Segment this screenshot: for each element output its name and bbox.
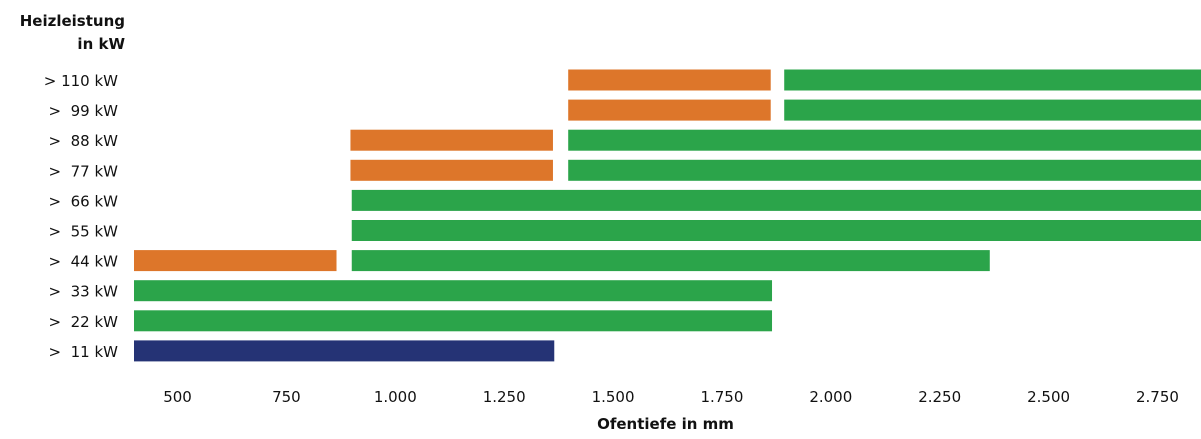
y-axis-title-line2: in kW (77, 35, 125, 53)
bar-orange (568, 99, 771, 121)
y-tick-label: > 44 kW (49, 253, 119, 271)
bar-green (134, 310, 773, 332)
y-tick-label: > 22 kW (49, 313, 119, 331)
x-tick-label: 1.250 (483, 388, 526, 406)
x-tick-label: 2.750 (1136, 388, 1179, 406)
x-tick-label: 1.500 (592, 388, 635, 406)
x-tick-label: 2.000 (809, 388, 852, 406)
bar-orange (350, 159, 553, 181)
bar-orange (350, 129, 553, 151)
bar-green (568, 129, 1201, 151)
y-tick-label: > 11 kW (49, 343, 119, 361)
bar-green (568, 159, 1201, 181)
x-tick-label: 1.750 (700, 388, 743, 406)
x-tick-label: 500 (163, 388, 192, 406)
bar-orange (134, 250, 337, 272)
y-tick-label: > 88 kW (49, 132, 119, 150)
y-tick-label: > 77 kW (49, 162, 119, 180)
bar-orange (568, 69, 771, 91)
y-tick-label: > 55 kW (49, 223, 119, 241)
x-tick-label: 1.000 (374, 388, 417, 406)
y-axis-title-line1: Heizleistung (19, 12, 125, 30)
x-axis-title: Ofentiefe in mm (597, 415, 734, 433)
bars-group (134, 69, 1201, 362)
x-tick-labels: 500 750 1.000 1.250 1.500 1.750 2.000 2.250 2.50… (163, 388, 1179, 406)
y-tick-label: > 66 kW (49, 192, 119, 210)
bar-green (784, 69, 1201, 91)
bar-green (351, 189, 1201, 211)
bar-navy (134, 340, 555, 362)
y-tick-label: > 110 kW (44, 72, 118, 90)
y-tick-label: > 99 kW (49, 102, 119, 120)
y-tick-labels: > 11 kW > 22 kW > 33 kW > 44 kW > 55 kW > 66 … (44, 72, 118, 361)
bar-green (351, 250, 990, 272)
bar-green (134, 280, 773, 302)
x-tick-label: 2.500 (1027, 388, 1070, 406)
x-tick-label: 2.250 (918, 388, 961, 406)
bar-green (351, 220, 1201, 241)
y-tick-label: > 33 kW (49, 283, 119, 301)
bar-green (784, 99, 1201, 121)
x-tick-label: 750 (272, 388, 301, 406)
